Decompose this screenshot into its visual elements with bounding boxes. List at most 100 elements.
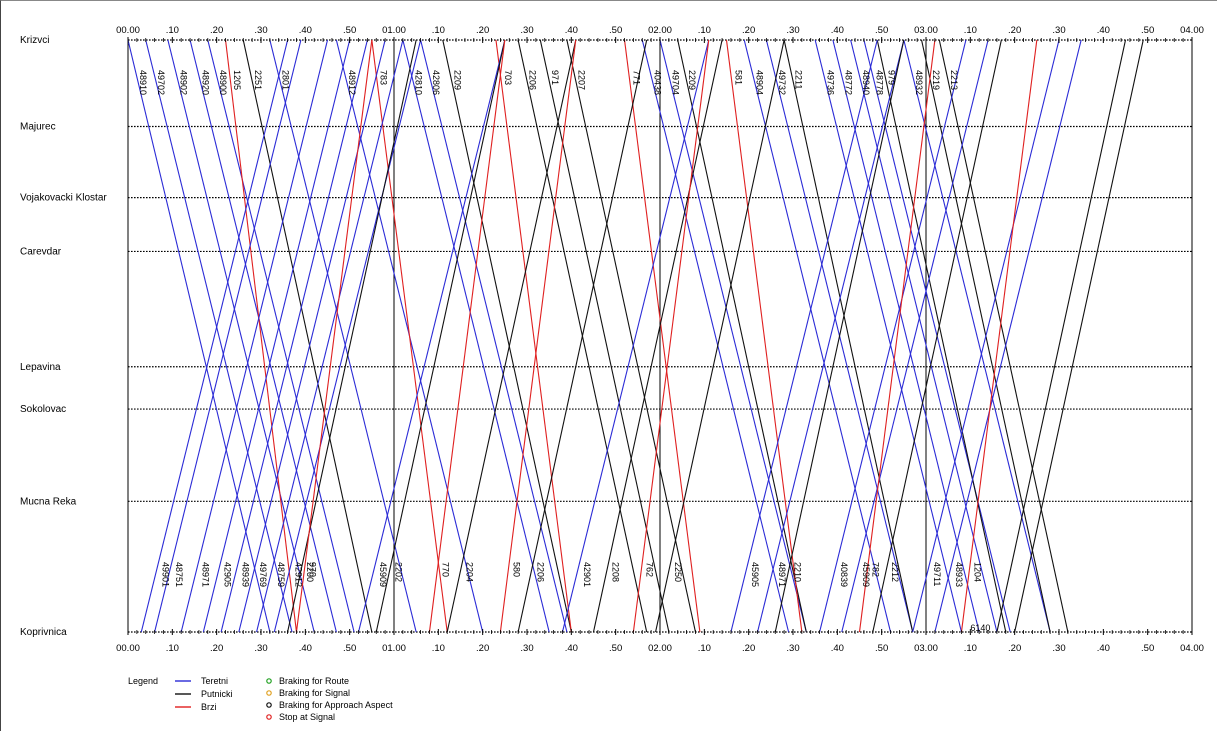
train-number-label: 2212 bbox=[890, 562, 900, 582]
train-number-label: 2211 bbox=[794, 70, 804, 89]
x-tick-label-top: 02.00 bbox=[648, 25, 672, 36]
train-path bbox=[730, 39, 878, 633]
train-number-label: 42806 bbox=[431, 70, 441, 95]
x-tick-label-bottom: .40 bbox=[1097, 643, 1110, 654]
legend-marker-icon bbox=[266, 702, 272, 708]
train-path bbox=[592, 39, 723, 633]
x-tick-label-top: .40 bbox=[565, 25, 578, 36]
train-path bbox=[623, 39, 701, 633]
train-lines-layer bbox=[127, 39, 1144, 633]
train-number-label: 1205 bbox=[232, 70, 242, 90]
x-tick-label-bottom: .30 bbox=[254, 643, 267, 654]
train-number-label: 979 bbox=[887, 70, 897, 85]
train-number-label: 48902 bbox=[178, 70, 188, 95]
train-number-label: 42905 bbox=[223, 562, 233, 587]
train-number-label: 49702 bbox=[156, 70, 166, 95]
train-path bbox=[960, 39, 1038, 633]
x-tick-label-top: 04.00 bbox=[1180, 25, 1204, 36]
train-number-label: 2251 bbox=[253, 70, 263, 90]
train-number-label: 2204 bbox=[464, 562, 474, 582]
x-tick-label-top: .10 bbox=[698, 25, 711, 36]
train-path bbox=[273, 39, 422, 633]
x-tick-label-top: .40 bbox=[299, 25, 312, 36]
train-number-label: 581 bbox=[733, 70, 743, 85]
train-path bbox=[189, 39, 337, 633]
train-number-label: 771 bbox=[631, 70, 641, 85]
station-label: Koprivnica bbox=[20, 627, 67, 638]
train-path bbox=[561, 39, 710, 633]
train-number-label: 45909 bbox=[861, 562, 871, 587]
train-number-label: 48772 bbox=[843, 70, 853, 95]
train-number-label: 48900 bbox=[218, 70, 228, 95]
x-tick-label-top: .50 bbox=[875, 25, 888, 36]
x-tick-label-top: .30 bbox=[786, 25, 799, 36]
train-number-label: 783 bbox=[379, 70, 389, 85]
train-path bbox=[442, 39, 572, 633]
x-tick-label-bottom: .10 bbox=[698, 643, 711, 654]
train-path bbox=[402, 39, 550, 633]
train-path bbox=[269, 39, 417, 633]
train-path bbox=[428, 39, 506, 633]
x-tick-label-top: .20 bbox=[210, 25, 223, 36]
train-path bbox=[207, 39, 355, 633]
train-path bbox=[819, 39, 967, 633]
x-tick-label-top: .10 bbox=[964, 25, 977, 36]
x-tick-label-bottom: .50 bbox=[1141, 643, 1154, 654]
x-tick-label-top: .20 bbox=[476, 25, 489, 36]
train-path bbox=[539, 39, 670, 633]
x-tick-label-top: .10 bbox=[432, 25, 445, 36]
train-path bbox=[850, 39, 998, 633]
x-tick-label-top: .40 bbox=[1097, 25, 1110, 36]
x-tick-label-top: 01.00 bbox=[382, 25, 406, 36]
train-path bbox=[127, 39, 271, 633]
train-path bbox=[517, 39, 648, 633]
x-tick-label-top: .30 bbox=[254, 25, 267, 36]
legend-marker-label: Braking for Route bbox=[279, 676, 349, 686]
train-path bbox=[256, 39, 404, 633]
train-number-label: 48932 bbox=[914, 70, 924, 95]
train-number-label: 49769 bbox=[258, 562, 268, 587]
train-number-label: 48910 bbox=[138, 70, 148, 95]
train-labels-layer: 48910 49702 48902 48920 48900 1205 2251 2801 489… bbox=[138, 70, 990, 633]
station-label: Lepavina bbox=[20, 362, 61, 373]
train-path bbox=[495, 39, 572, 633]
train-number-label: 48912 bbox=[347, 70, 357, 95]
train-path bbox=[841, 39, 989, 633]
train-path bbox=[659, 39, 807, 633]
train-number-label: 48920 bbox=[200, 70, 210, 95]
train-number-label: 2209 bbox=[687, 70, 697, 90]
x-tick-label-bottom: .50 bbox=[609, 643, 622, 654]
train-path bbox=[145, 39, 293, 633]
train-path bbox=[725, 39, 803, 633]
train-path bbox=[912, 39, 1060, 633]
station-label: Sokolovac bbox=[20, 404, 66, 415]
train-path bbox=[202, 39, 351, 633]
x-tick-label-bottom: .10 bbox=[166, 643, 179, 654]
train-number-label: 40438 bbox=[653, 70, 663, 95]
x-tick-label-bottom: .50 bbox=[343, 643, 356, 654]
train-path bbox=[632, 39, 710, 633]
x-tick-label-top: .40 bbox=[831, 25, 844, 36]
x-tick-label-top: .20 bbox=[1008, 25, 1021, 36]
train-path bbox=[242, 39, 373, 633]
legend-marker-icon bbox=[266, 678, 272, 684]
train-path bbox=[154, 39, 302, 633]
train-path bbox=[446, 39, 577, 633]
train-number-label: 2207 bbox=[576, 70, 586, 90]
legend: Legend Teretni Putnicki Brzi Braking for Rou… bbox=[128, 676, 393, 722]
x-tick-label-bottom: .20 bbox=[1008, 643, 1021, 654]
train-number-label: 49704 bbox=[670, 70, 680, 95]
station-label: Mucna Reka bbox=[20, 496, 77, 507]
x-tick-label-top: .50 bbox=[343, 25, 356, 36]
train-path bbox=[938, 39, 1069, 633]
x-tick-label-top: .10 bbox=[166, 25, 179, 36]
legend-label: Teretni bbox=[201, 676, 228, 686]
train-path bbox=[220, 39, 368, 633]
train-number-label: 2202 bbox=[393, 562, 403, 582]
x-tick-label-bottom: 02.00 bbox=[648, 643, 672, 654]
train-path bbox=[677, 39, 807, 633]
x-tick-label-top: .50 bbox=[609, 25, 622, 36]
x-tick-label-bottom: .40 bbox=[831, 643, 844, 654]
train-number-label: 2210 bbox=[792, 562, 802, 582]
